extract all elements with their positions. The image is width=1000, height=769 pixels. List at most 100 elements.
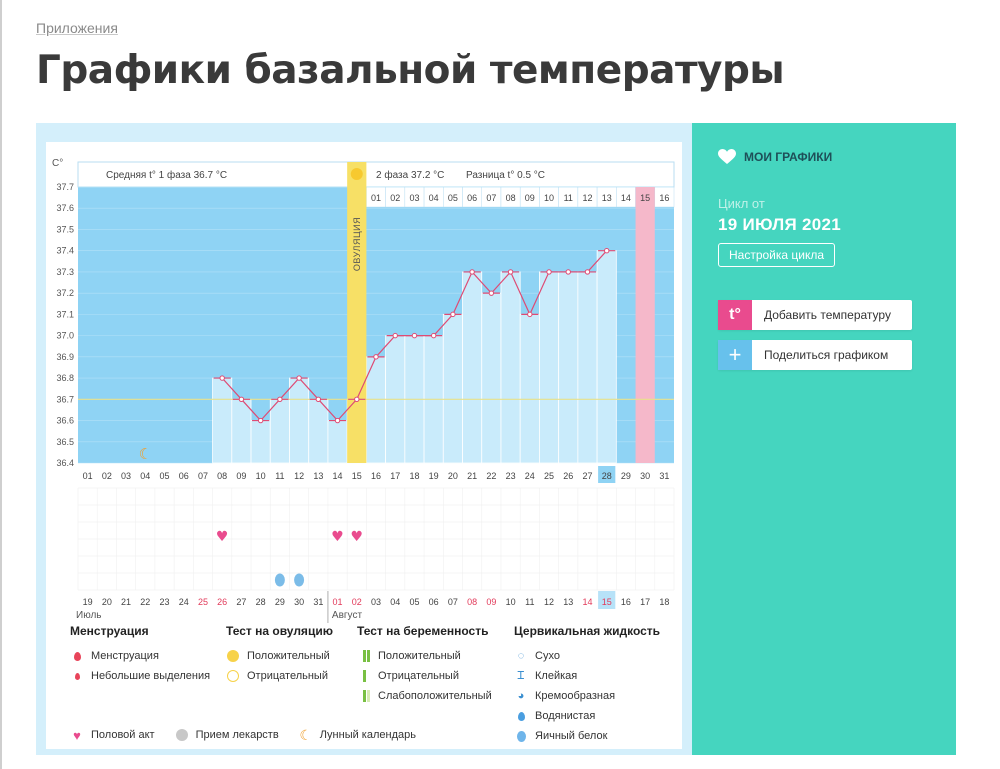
legend-item: ☾ Лунный календарь xyxy=(299,725,416,745)
date-label: 26 xyxy=(217,597,227,607)
dry-drop-icon: ◌ xyxy=(517,650,525,662)
phase2-day-label: 01 xyxy=(371,193,381,203)
page-left-border xyxy=(0,0,2,769)
temperature-point xyxy=(277,396,283,403)
temperature-bar xyxy=(539,271,560,464)
legend-item: Прием лекарств xyxy=(175,725,279,745)
date-label: 17 xyxy=(640,597,650,607)
chart-panel: 37.7 37.6 37.5 37.4 37.3 37.2 37.1 37.0 36.9 36.8… xyxy=(36,123,692,755)
legend-label: Лунный календарь xyxy=(319,729,416,741)
legend-label: Яичный белок xyxy=(535,730,608,742)
legend-label: Положительный xyxy=(378,650,461,662)
legend-item: ◌ Сухо xyxy=(514,646,660,666)
legend-label: Половой акт xyxy=(91,729,155,741)
temperature-bar xyxy=(231,398,252,464)
legend-menstruation-title: Менструация xyxy=(70,624,149,638)
breadcrumb[interactable]: Приложения xyxy=(36,20,118,36)
x-day-label: 22 xyxy=(486,471,496,481)
temperature-point xyxy=(219,375,225,381)
x-day-label: 01 xyxy=(83,471,93,481)
sidebar: МОИ ГРАФИКИ Цикл от 19 ИЮЛЯ 2021 Настрой… xyxy=(692,123,956,755)
date-label: 23 xyxy=(160,597,170,607)
cycle-settings-button[interactable]: Настройка цикла xyxy=(718,243,836,267)
date-label: 09 xyxy=(486,597,496,607)
x-day-label: 09 xyxy=(236,471,246,481)
heart-icon: ♥ xyxy=(73,727,81,743)
x-day-label: 05 xyxy=(160,471,170,481)
date-label: 21 xyxy=(121,597,131,607)
y-tick-label: 37.0 xyxy=(56,331,74,341)
pink-column xyxy=(635,187,655,463)
x-day-label: 11 xyxy=(275,471,284,481)
x-day-label: 21 xyxy=(467,471,477,481)
date-label: 07 xyxy=(448,597,458,607)
temperature-bar xyxy=(596,250,617,464)
x-day-label: 27 xyxy=(582,471,592,481)
sticky-icon: Ꮖ xyxy=(517,669,525,682)
date-label: 10 xyxy=(506,597,516,607)
y-axis-label: C° xyxy=(52,158,63,169)
phase2-day-label: 10 xyxy=(544,193,554,203)
x-day-label: 12 xyxy=(294,471,304,481)
x-day-label: 03 xyxy=(121,471,131,481)
date-label: 02 xyxy=(352,597,362,607)
chart-header xyxy=(77,161,675,188)
temperature-point xyxy=(315,396,322,403)
y-tick-label: 37.6 xyxy=(56,203,74,213)
x-day-label: 29 xyxy=(621,471,631,481)
temperature-bar xyxy=(442,313,463,464)
date-label: 25 xyxy=(198,597,208,607)
legend-item: ◕ Кремообразная xyxy=(514,686,660,706)
phase2-day-label: 05 xyxy=(448,193,458,203)
date-label: 03 xyxy=(371,597,381,607)
x-day-label: 31 xyxy=(659,471,669,481)
legend-label: Кремообразная xyxy=(535,690,616,702)
date-label: 30 xyxy=(294,597,304,607)
add-temperature-button[interactable]: t° Добавить температуру xyxy=(718,300,912,330)
my-charts-link[interactable]: МОИ ГРАФИКИ xyxy=(718,149,832,165)
legend-bottom: ♥ Половой акт Прием лекарств ☾ Лунный кале… xyxy=(70,725,416,745)
blood-drop-icon xyxy=(73,651,81,661)
phase2-text: 2 фаза 37.2 °C xyxy=(376,169,444,181)
x-day-label: 18 xyxy=(409,471,419,481)
y-tick-label: 37.1 xyxy=(56,309,74,319)
phase2-day-label: 15 xyxy=(640,193,650,203)
legend-menstruation: Менструация Менструация Небольшие выделе… xyxy=(70,624,210,686)
temperature-point xyxy=(604,247,610,254)
x-day-label: 07 xyxy=(198,471,208,481)
temperature-bar xyxy=(577,271,598,464)
chart-card: 37.7 37.6 37.5 37.4 37.3 37.2 37.1 37.0 36.9 36.8… xyxy=(46,142,682,749)
single-bar-icon xyxy=(362,670,366,682)
egg-white-icon xyxy=(516,730,526,742)
phase2-day-label: 11 xyxy=(564,193,573,203)
small-drop-icon xyxy=(74,672,80,680)
temperature-bar xyxy=(462,271,483,464)
phase2-day-label: 07 xyxy=(486,193,496,203)
watery-drop-icon xyxy=(517,711,525,721)
legend-pregnancy-test: Тест на беременность Положительный Отриц… xyxy=(357,624,492,706)
moon-icon: ☾ xyxy=(139,445,152,463)
x-day-label: 06 xyxy=(179,471,189,481)
cycle-label: Цикл от xyxy=(718,196,765,211)
legend-label: Сухо xyxy=(535,650,560,662)
date-label: 01 xyxy=(333,597,343,607)
legend-label: Положительный xyxy=(247,650,330,662)
temperature-bar xyxy=(308,398,329,464)
x-day-label: 02 xyxy=(102,471,112,481)
temperature-bar xyxy=(481,292,502,464)
temperature-point xyxy=(257,417,264,424)
x-day-label: 30 xyxy=(640,471,650,481)
share-chart-button[interactable]: + Поделиться графиком xyxy=(718,340,912,370)
temperature-point xyxy=(584,269,591,275)
legend-label: Водянистая xyxy=(535,710,596,722)
phase2-day-label: 13 xyxy=(602,193,612,203)
x-day-label: 13 xyxy=(313,471,323,481)
heart-icon xyxy=(718,149,736,164)
date-label: 08 xyxy=(467,597,477,607)
date-highlight xyxy=(598,591,616,609)
legend-label: Отрицательный xyxy=(378,670,459,682)
x-day-label: 25 xyxy=(544,471,554,481)
bbt-chart[interactable]: 37.7 37.6 37.5 37.4 37.3 37.2 37.1 37.0 36.9 36.8… xyxy=(46,142,682,749)
x-day-label: 20 xyxy=(448,471,458,481)
temperature-point xyxy=(450,311,456,318)
